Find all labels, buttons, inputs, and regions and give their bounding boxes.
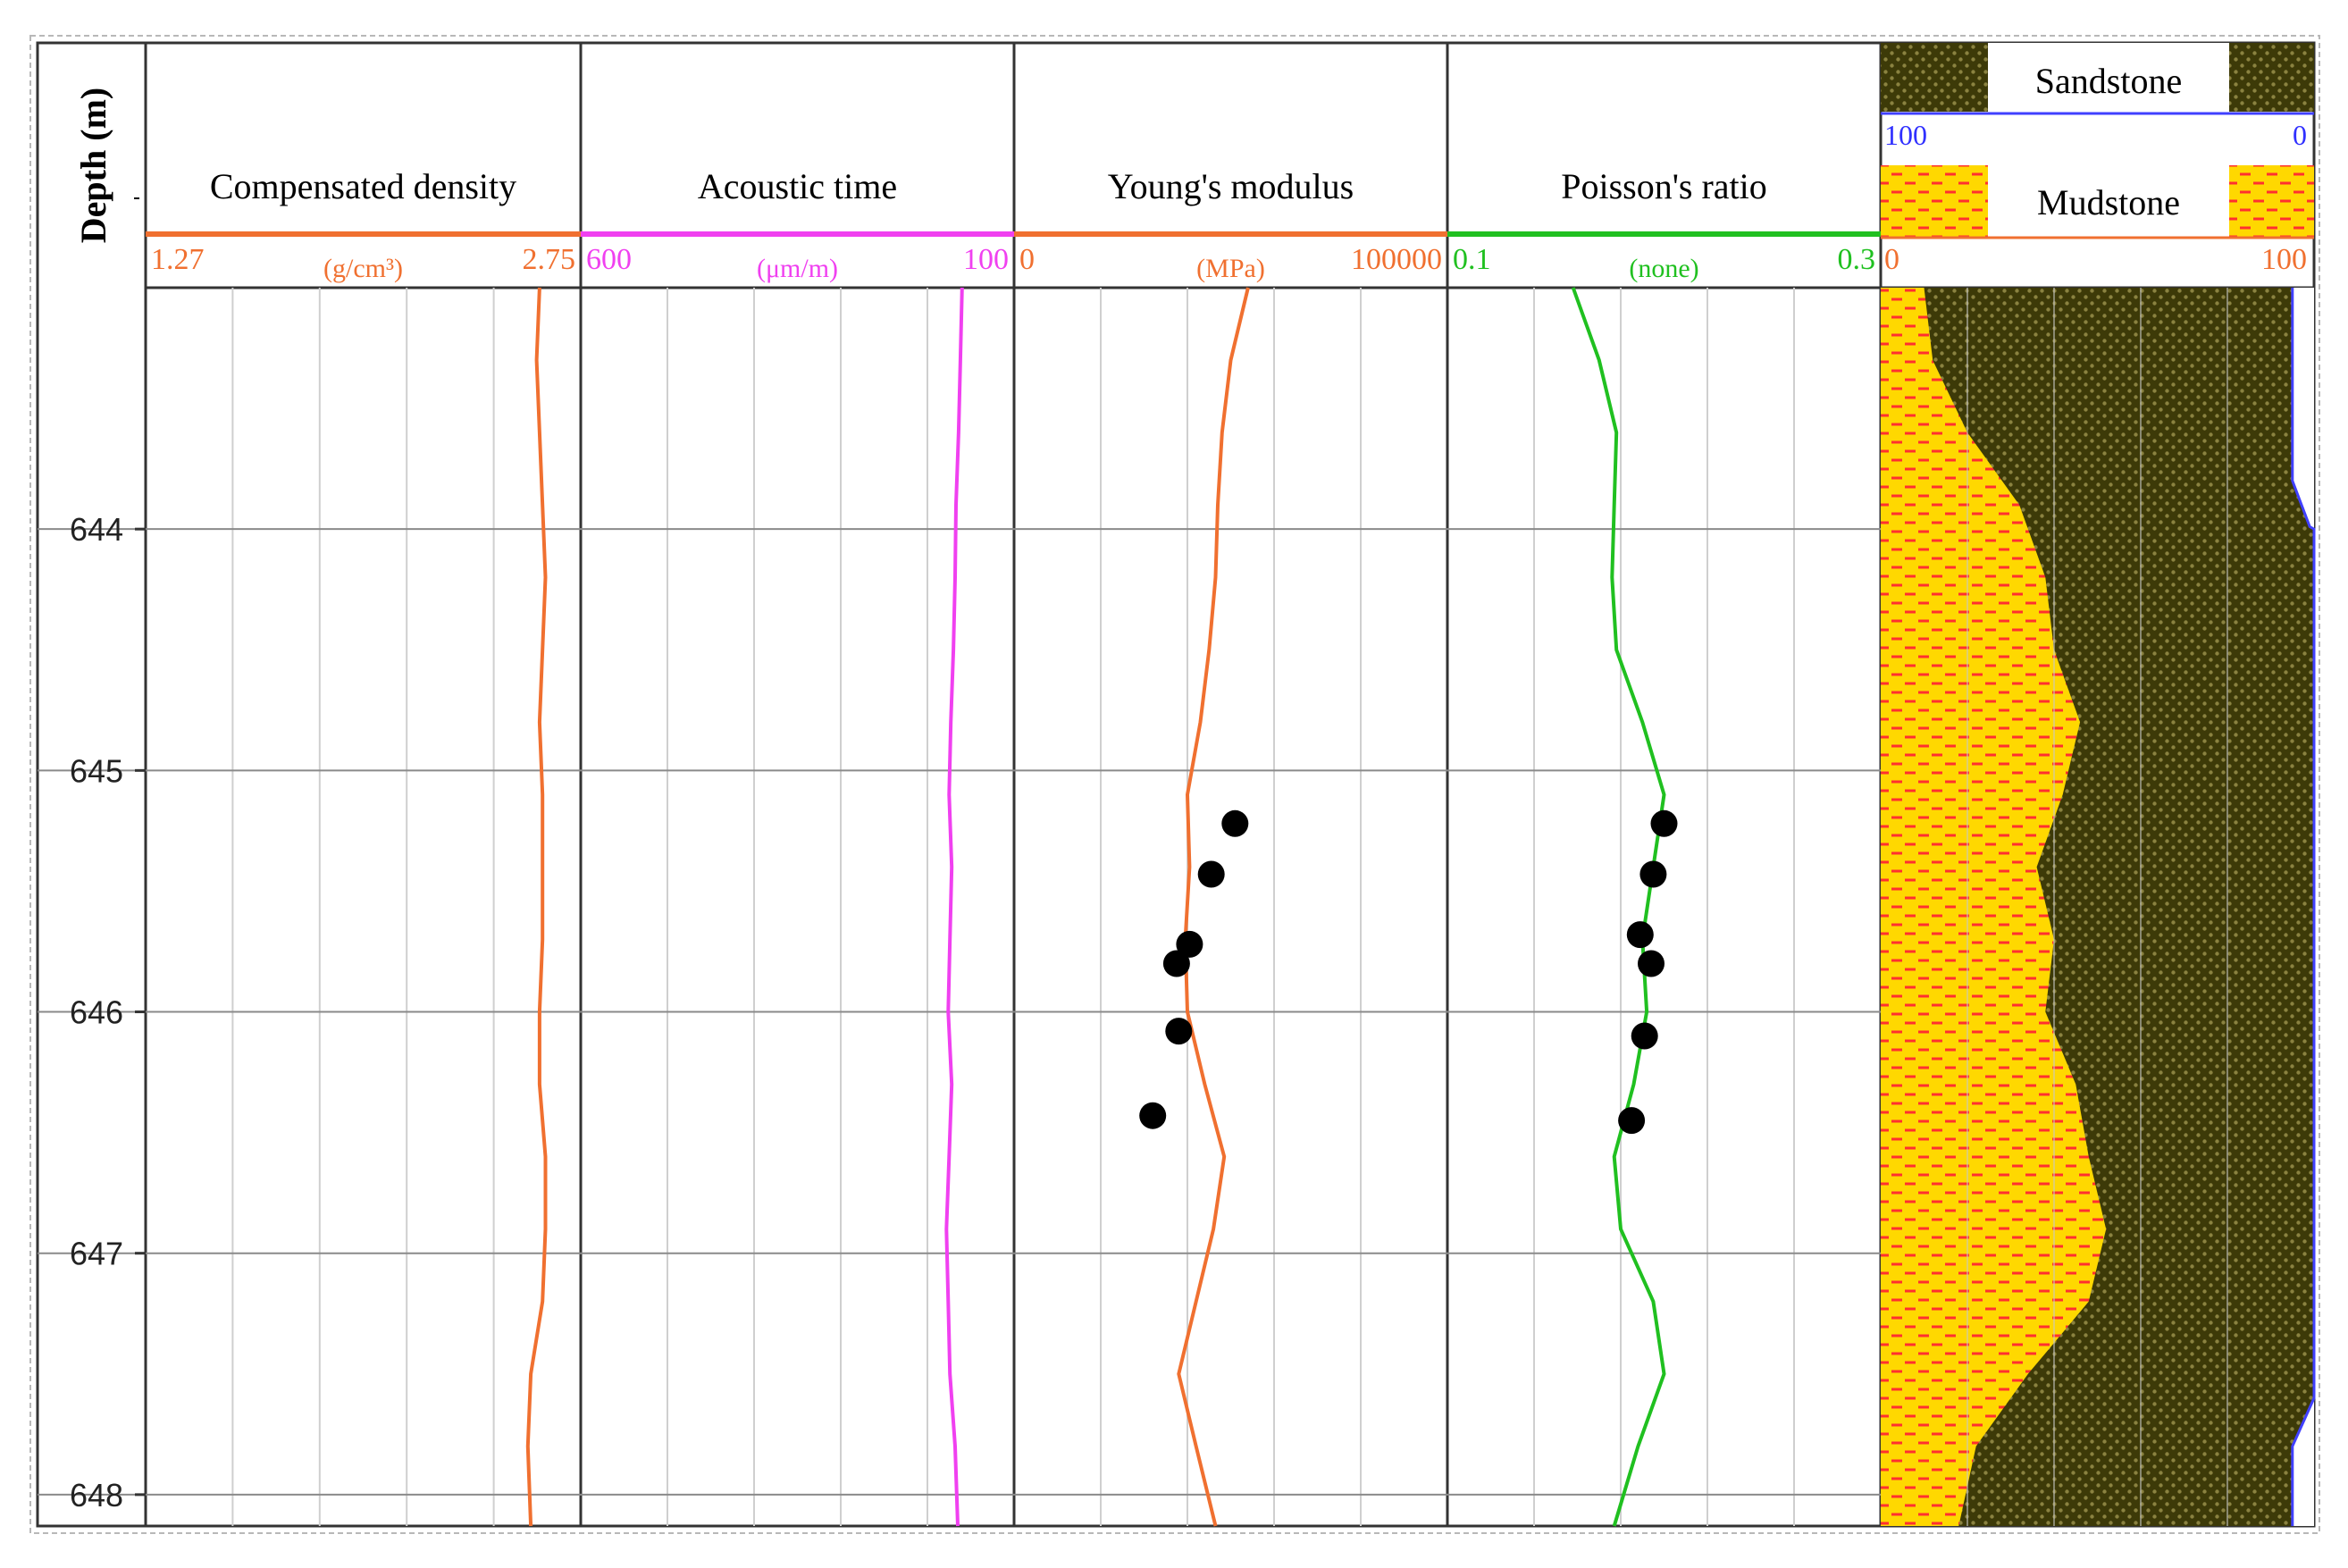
sandstone-label: Sandstone — [2035, 61, 2182, 101]
curve-acoustic — [944, 287, 964, 1527]
grid-lines — [38, 288, 1881, 1526]
lithology-fill — [1881, 288, 2316, 1526]
depth-tick-label: 645 — [70, 752, 123, 789]
mudstone-fill — [1881, 288, 2107, 1526]
scale-max-poisson: 0.3 — [1838, 243, 1876, 276]
curve-youngs — [1177, 287, 1250, 1527]
sandstone-boundary-line — [2291, 288, 2316, 1526]
track-title-youngs: Young's modulus — [1108, 166, 1354, 206]
core-point-poisson — [1631, 1022, 1658, 1050]
scale-max-density: 2.75 — [523, 243, 576, 276]
scale-min-poisson: 0.1 — [1453, 243, 1491, 276]
core-sample-points — [1139, 809, 1678, 1135]
core-point-poisson — [1618, 1107, 1646, 1135]
mudstone-label: Mudstone — [2037, 182, 2180, 222]
scale-unit-density: (g/cm³) — [323, 254, 403, 283]
scale-unit-acoustic: (μm/m) — [757, 254, 838, 283]
sandstone-label-box — [1988, 43, 2229, 112]
core-point-poisson — [1638, 950, 1665, 977]
track-title-acoustic: Acoustic time — [698, 166, 897, 206]
scale-max-youngs: 100000 — [1351, 243, 1442, 276]
core-point-youngs — [1221, 809, 1249, 837]
scale-unit-youngs: (MPa) — [1196, 254, 1265, 283]
sand-scale-min: 100 — [1884, 119, 1927, 151]
depth-tick-label: 644 — [70, 511, 123, 548]
core-point-youngs — [1139, 1102, 1167, 1129]
core-point-poisson — [1650, 809, 1678, 837]
outer-dotted-border — [29, 35, 2320, 1534]
depth-tick-label: 647 — [70, 1236, 123, 1272]
depth-axis-title: Depth (m) — [73, 88, 113, 243]
track-title-density: Compensated density — [210, 166, 516, 206]
core-point-poisson — [1639, 860, 1667, 888]
curve-density — [525, 287, 548, 1527]
track-title-poisson: Poisson's ratio — [1561, 166, 1767, 206]
mudstone-label-box — [1988, 165, 2229, 237]
sandstone-boundary-area — [2292, 288, 2314, 1526]
mud-scale-max: 100 — [2261, 243, 2307, 276]
mud-scale-min: 0 — [1884, 243, 1899, 276]
curve-poisson — [1571, 287, 1666, 1527]
core-point-youngs — [1176, 930, 1203, 958]
scale-min-density: 1.27 — [151, 243, 205, 276]
core-point-youngs — [1162, 950, 1190, 977]
core-point-youngs — [1165, 1018, 1193, 1045]
scale-unit-poisson: (none) — [1629, 254, 1698, 283]
scale-min-acoustic: 600 — [586, 243, 632, 276]
depth-axis: 644 645 646 647 648 — [70, 511, 146, 1513]
log-curves — [525, 287, 1666, 1527]
core-point-youngs — [1197, 860, 1225, 888]
scale-min-youngs: 0 — [1019, 243, 1035, 276]
core-point-poisson — [1626, 921, 1654, 949]
track-headers: Compensated density 1.27 2.75 (g/cm³) Acoust… — [73, 43, 2314, 283]
scale-max-acoustic: 100 — [963, 243, 1009, 276]
depth-tick-label: 648 — [70, 1477, 123, 1513]
sand-scale-max: 0 — [2293, 119, 2307, 151]
depth-tick-label: 646 — [70, 994, 123, 1031]
